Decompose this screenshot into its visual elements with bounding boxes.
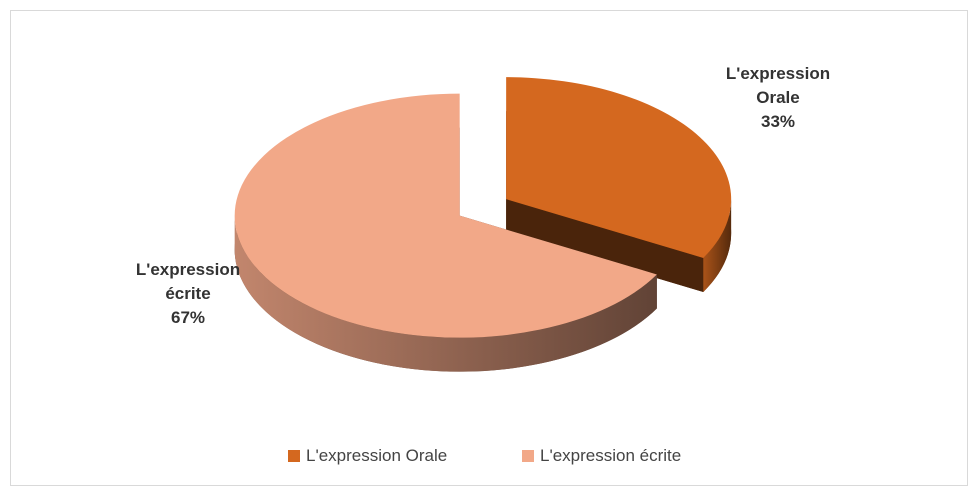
slice — [234, 93, 657, 338]
slice-cut — [506, 199, 704, 292]
legend-swatch — [288, 450, 300, 462]
data-label-category: L'expression écrite — [135, 260, 241, 303]
data-label-category: L'expression Orale — [725, 64, 831, 107]
legend-label: L'expression écrite — [540, 446, 682, 465]
legend-item: L'expression Orale — [288, 446, 447, 466]
data-label: L'expression écrite 67% — [118, 258, 258, 330]
slice-side — [234, 215, 657, 372]
data-label: L'expression Orale 33% — [708, 62, 848, 134]
data-label-value: 33% — [760, 112, 796, 131]
legend-swatch — [522, 450, 534, 462]
slice — [506, 77, 732, 258]
legend-item: L'expression écrite — [522, 446, 681, 466]
data-label-value: 67% — [170, 308, 206, 327]
chart-frame — [10, 10, 968, 486]
legend-label: L'expression Orale — [306, 446, 448, 465]
slice-side — [703, 199, 732, 292]
